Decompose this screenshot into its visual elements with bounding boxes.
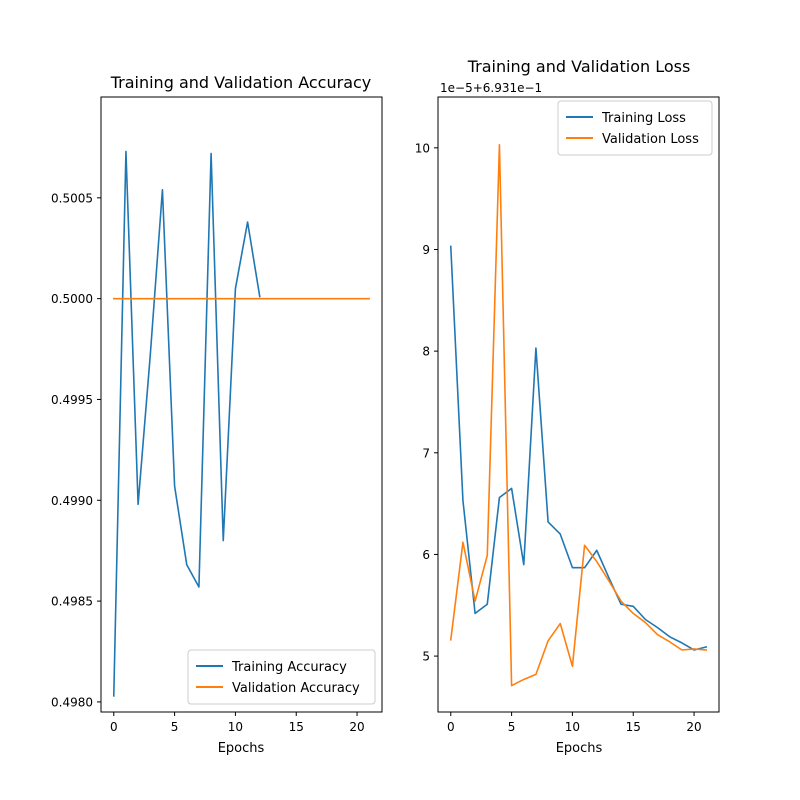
- accuracy-y-tick-label: 0.4990: [51, 494, 93, 508]
- loss-y-tick-label: 8: [422, 345, 430, 359]
- accuracy-x-axis-label: Epochs: [218, 741, 265, 756]
- loss-x-tick-label: 10: [565, 720, 580, 734]
- loss-series-line-validation: [449, 143, 708, 687]
- loss-x-tick-label: 15: [626, 720, 641, 734]
- loss-y-tick-label: 5: [422, 650, 430, 664]
- accuracy-series-line-training: [112, 150, 261, 697]
- loss-series-line-training: [449, 245, 708, 651]
- accuracy-y-tick-label: 0.5000: [51, 292, 93, 306]
- accuracy-legend-label: Training Accuracy: [231, 660, 347, 675]
- accuracy-x-tick-label: 15: [289, 720, 304, 734]
- loss-offset-text: 1e−5+6.931e−1: [440, 81, 542, 95]
- accuracy-y-tick-label: 0.4985: [51, 595, 93, 609]
- accuracy-y-tick-label: 0.4995: [51, 393, 93, 407]
- loss-axes-frame: [437, 96, 720, 713]
- loss-legend-box: [557, 100, 713, 156]
- loss-y-tick-label: 9: [422, 243, 430, 257]
- accuracy-x-tick-label: 10: [228, 720, 243, 734]
- loss-y-tick-label: 10: [415, 141, 430, 155]
- accuracy-legend-label: Validation Accuracy: [232, 681, 360, 696]
- loss-x-tick-label: 20: [686, 720, 701, 734]
- accuracy-legend: Training Accuracy Validation Accuracy: [187, 649, 376, 705]
- loss-legend-label: Validation Loss: [602, 132, 699, 147]
- loss-legend-label: Training Loss: [601, 111, 686, 126]
- loss-y-tick-label: 7: [422, 446, 430, 460]
- loss-panel: Training and Validation Loss 1e−5+6.931e…: [415, 57, 720, 756]
- accuracy-panel: Training and Validation Accuracy Epochs …: [51, 73, 383, 756]
- loss-x-axis-label: Epochs: [556, 741, 603, 756]
- accuracy-plot-area: [112, 150, 371, 697]
- accuracy-legend-box: [187, 649, 376, 705]
- accuracy-x-tick-label: 0: [110, 720, 118, 734]
- loss-y-tick-label: 6: [422, 548, 430, 562]
- accuracy-y-tick-label: 0.5005: [51, 191, 93, 205]
- loss-legend: Training Loss Validation Loss: [557, 100, 713, 156]
- accuracy-x-tick-label: 20: [349, 720, 364, 734]
- accuracy-axes-frame: [100, 96, 383, 713]
- loss-chart-title: Training and Validation Loss: [467, 57, 691, 76]
- accuracy-x-tick-label: 5: [171, 720, 179, 734]
- loss-x-tick-label: 5: [508, 720, 516, 734]
- accuracy-chart-title: Training and Validation Accuracy: [110, 73, 372, 92]
- loss-x-tick-label: 0: [447, 720, 455, 734]
- accuracy-y-tick-label: 0.4980: [51, 695, 93, 709]
- loss-plot-area: [449, 143, 708, 687]
